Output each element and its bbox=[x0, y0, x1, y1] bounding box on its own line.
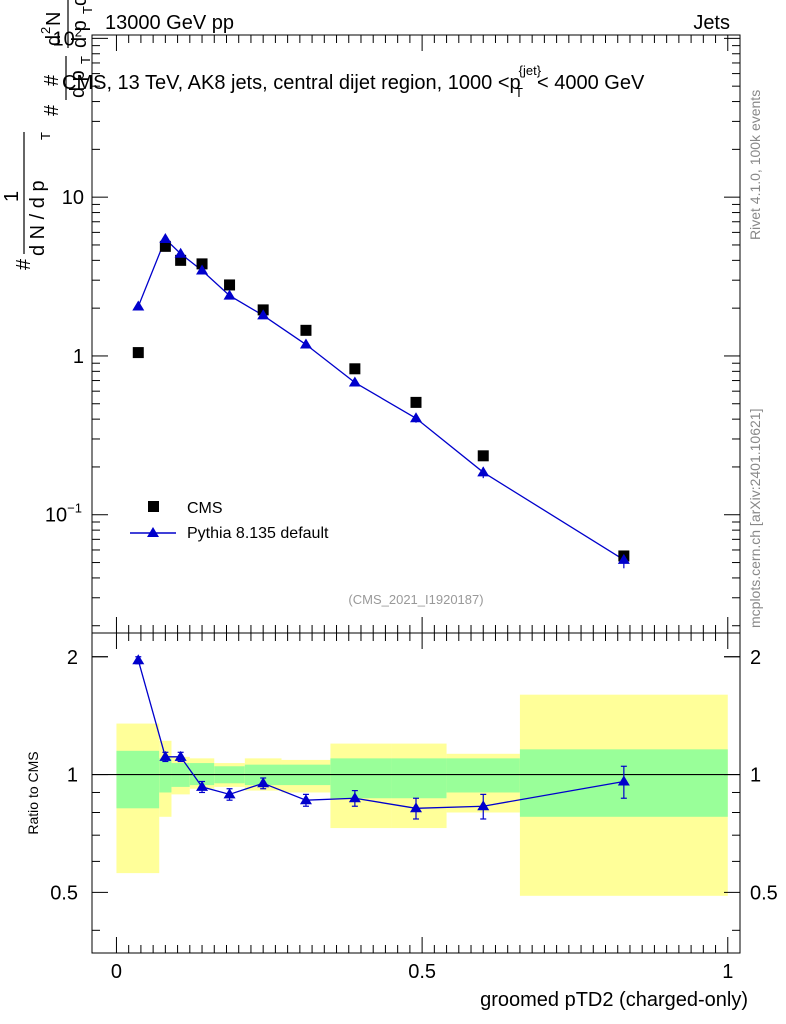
legend-mc-label: Pythia 8.135 default bbox=[187, 525, 329, 542]
mc-data-point bbox=[617, 553, 630, 564]
cms-data-point bbox=[196, 258, 208, 270]
mc-data-point bbox=[299, 338, 312, 349]
mc-data-point bbox=[132, 300, 145, 311]
x-tick-label: 0.5 bbox=[408, 961, 436, 983]
main-y-tick-label: 10−1 bbox=[45, 501, 82, 527]
ratio-mc-point bbox=[196, 780, 209, 791]
ratio-band-inner bbox=[159, 758, 172, 793]
cms-data-point bbox=[410, 396, 422, 408]
mc-data-point bbox=[257, 309, 270, 320]
ratio-y-tick-label-right: 0.5 bbox=[750, 882, 778, 904]
analysis-watermark: (CMS_2021_I1920187) bbox=[348, 592, 483, 607]
x-tick-label: 0 bbox=[111, 961, 122, 983]
cms-data-point bbox=[300, 324, 312, 336]
legend-cms-label: CMS bbox=[187, 500, 223, 517]
header-left: 13000 GeV pp bbox=[105, 12, 234, 34]
ratio-mc-point bbox=[410, 802, 422, 813]
ylabel-hash-2: # bbox=[41, 104, 63, 116]
legend-cms-marker bbox=[148, 501, 159, 512]
mc-data-point bbox=[196, 264, 209, 275]
ylabel-t-1: T bbox=[38, 132, 53, 140]
ratio-mc-point bbox=[348, 792, 361, 803]
main-frame bbox=[91, 34, 741, 634]
ratio-mc-point bbox=[257, 777, 270, 788]
cms-data-point bbox=[175, 254, 187, 266]
x-tick-label: 1 bbox=[722, 961, 733, 983]
ratio-y-ticks: 2 2 1 1 0.5 0.5 bbox=[50, 647, 778, 931]
mcplots-label: mcplots.cern.ch [arXiv:2401.10621] bbox=[747, 409, 763, 628]
ratio-mc-point bbox=[299, 794, 312, 805]
ratio-bands bbox=[116, 694, 728, 896]
ratio-mc-point bbox=[617, 775, 630, 786]
main-y-tick-label: 1 bbox=[73, 346, 84, 368]
ylabel-one: 1 bbox=[1, 191, 23, 202]
mc-data-point bbox=[174, 247, 187, 258]
mc-markers bbox=[132, 233, 630, 564]
main-y-tick-exponent: 2 bbox=[75, 24, 82, 39]
x-axis-label: groomed pTD2 (charged-only) bbox=[480, 989, 748, 1011]
ratio-band-inner bbox=[446, 758, 520, 793]
ratio-mc-point bbox=[477, 800, 490, 811]
main-y-tick-label: 10 bbox=[62, 187, 84, 209]
ratio-mc bbox=[132, 654, 630, 820]
cms-data-point bbox=[477, 450, 489, 462]
ratio-mc-point bbox=[159, 750, 172, 761]
title-var-sub: T bbox=[515, 85, 523, 100]
ratio-mc-point bbox=[223, 788, 236, 799]
mc-data-point bbox=[159, 233, 172, 244]
cms-data-point bbox=[132, 347, 144, 359]
ylabel-dlambda: dλ bbox=[69, 0, 91, 6]
mc-data-point bbox=[410, 412, 422, 423]
cms-data-point bbox=[159, 240, 171, 252]
title-text: CMS, 13 TeV, AK8 jets, central dijet reg… bbox=[62, 72, 510, 94]
main-x-ticks bbox=[115, 35, 729, 633]
ylabel-dn-dp: d N / d p bbox=[27, 180, 49, 256]
ratio-band-inner bbox=[330, 758, 392, 799]
mc-data-point bbox=[477, 466, 490, 477]
main-y-tick-exponent: −1 bbox=[67, 501, 82, 516]
title-var-sup: {jet} bbox=[519, 63, 542, 78]
ratio-y-tick-label-left: 1 bbox=[67, 765, 78, 787]
legend-mc-marker bbox=[147, 527, 159, 537]
main-title: CMS, 13 TeV, AK8 jets, central dijet reg… bbox=[62, 63, 645, 100]
ratio-band-inner bbox=[391, 758, 447, 799]
main-y-tick-base: 10 bbox=[45, 505, 67, 527]
ratio-frame-overlay bbox=[91, 632, 741, 954]
main-y-tick-base: 10 bbox=[53, 28, 75, 50]
ylabel-dpdl: d p bbox=[69, 20, 91, 48]
ylabel-d2n-n: N bbox=[43, 12, 65, 26]
legend: CMS Pythia 8.135 default bbox=[130, 500, 329, 542]
ylabel-dp: d p bbox=[67, 70, 89, 98]
ratio-mc-point bbox=[174, 750, 187, 761]
ratio-mc-point bbox=[132, 654, 145, 665]
header-right: Jets bbox=[693, 12, 730, 34]
mc-data-point bbox=[223, 289, 236, 300]
ylabel-d2n-sup: 2 bbox=[38, 27, 53, 34]
ylabel-hash-1: # bbox=[13, 258, 35, 270]
ratio-y-tick-label-right: 2 bbox=[750, 647, 761, 669]
ratio-panel: 2 21 10.5 0.5 0 0.5 1 Ratio to CMS groomed pT… bbox=[25, 632, 778, 1011]
main-y-tick-label: 102 bbox=[53, 24, 82, 50]
ylabel-hash-3: # bbox=[41, 74, 63, 86]
cms-data-point bbox=[349, 363, 361, 375]
ratio-x-ticks: 0 0.5 1 bbox=[111, 633, 733, 983]
ylabel-t-3: T bbox=[80, 6, 95, 14]
title-end: < 4000 GeV bbox=[537, 72, 645, 94]
main-y-label: # 1 d N / d p T # d p T # d 2 N d p T dλ bbox=[1, 0, 95, 270]
ylabel-d2n-d: d bbox=[43, 35, 65, 46]
ylabel-t-2: T bbox=[78, 56, 93, 64]
ratio-y-label: Ratio to CMS bbox=[25, 751, 41, 834]
ratio-y-tick-label-left: 0.5 bbox=[50, 882, 78, 904]
ratio-y-tick-label-right: 1 bbox=[750, 765, 761, 787]
mc-data-point bbox=[348, 376, 361, 387]
title-var: p bbox=[510, 72, 521, 94]
ratio-y-tick-label-left: 2 bbox=[67, 647, 78, 669]
rivet-label: Rivet 4.1.0, 100k events bbox=[747, 90, 763, 240]
cms-data-point bbox=[224, 279, 236, 291]
ratio-band-inner bbox=[116, 750, 160, 809]
